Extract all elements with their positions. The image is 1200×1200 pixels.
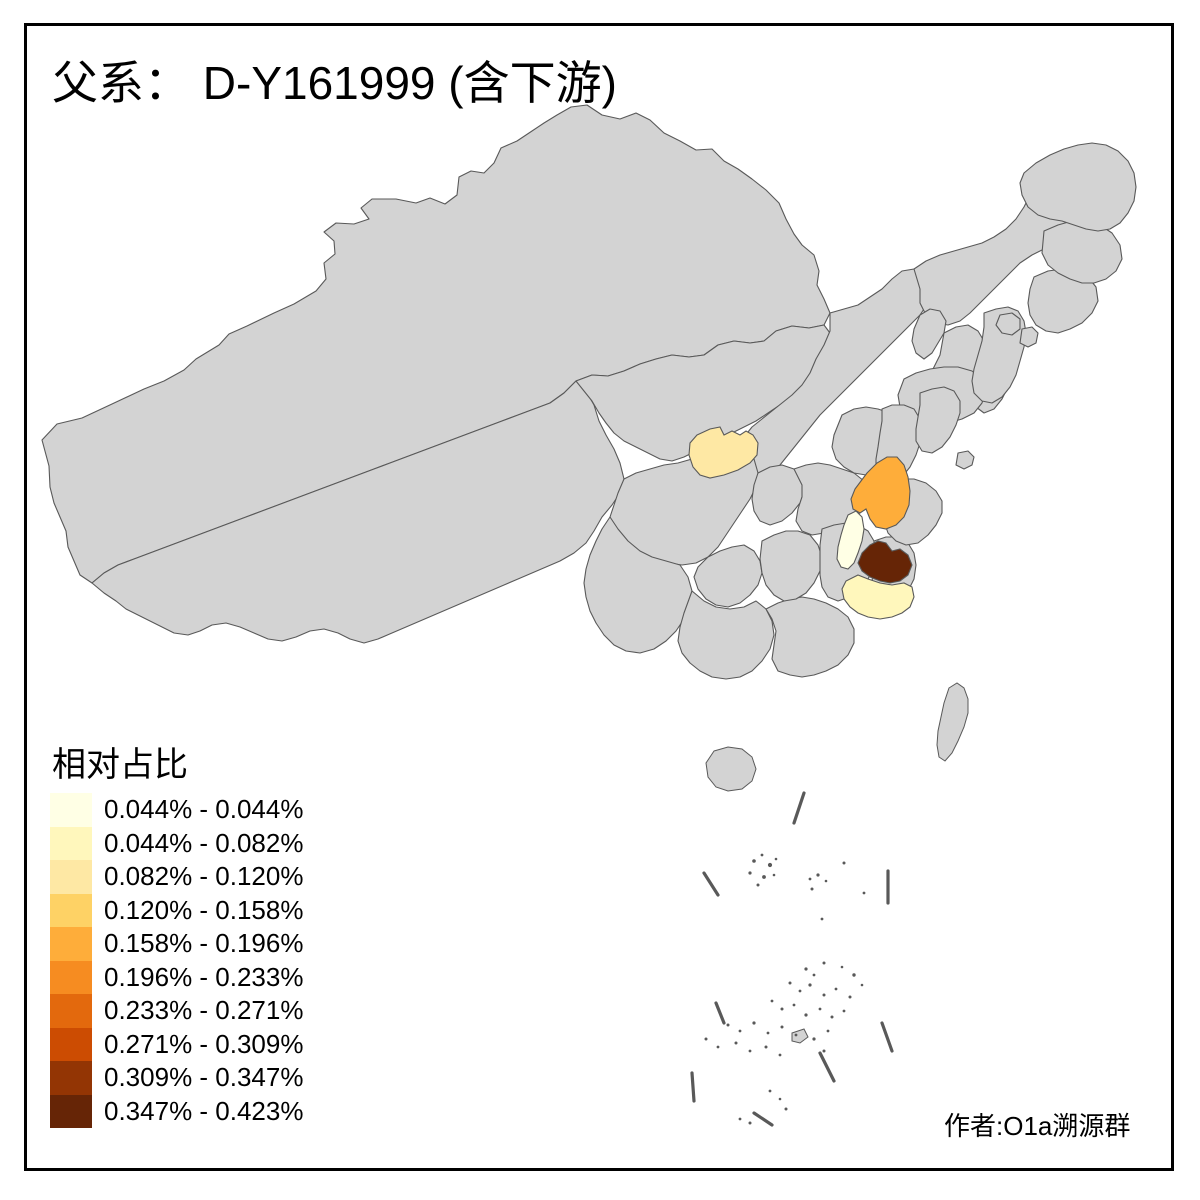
legend-item-label: 0.271% - 0.309% <box>104 1028 304 1059</box>
region-anhui-east <box>836 510 865 570</box>
legend-color-swatch <box>50 826 92 860</box>
highlighted-prefectures[interactable] <box>688 426 915 620</box>
legend-color-swatch <box>50 793 92 827</box>
prefecture-jiangsu <box>915 386 961 454</box>
region-zhejiang-south <box>841 574 915 620</box>
prefecture-ningxia <box>911 308 947 360</box>
legend-item: 0.044% - 0.044% <box>50 793 380 827</box>
prefecture-beijing <box>995 312 1021 336</box>
prefecture-guangdong <box>765 596 855 678</box>
legend-item: 0.271% - 0.309% <box>50 1027 380 1061</box>
region-jiangsu-north <box>850 456 911 530</box>
legend-item-label: 0.158% - 0.196% <box>104 928 304 958</box>
legend-color-swatch <box>50 994 92 1028</box>
legend-color-swatch <box>50 893 92 927</box>
legend-item-label: 0.044% - 0.044% <box>104 794 304 824</box>
prefecture-chongqing <box>751 464 805 526</box>
mainland-prefectures <box>41 104 1137 792</box>
legend-item: 0.044% - 0.082% <box>50 826 380 860</box>
china-map-svg[interactable]: .p { fill: #d3d3d3; stroke: #595959; str… <box>24 23 1174 1171</box>
legend-item-label: 0.347% - 0.423% <box>104 1095 304 1126</box>
legend-item-label: 0.120% - 0.158% <box>104 894 304 925</box>
island-taiwan <box>936 682 969 762</box>
region-shaanxi-north <box>688 426 759 479</box>
legend-color-swatch <box>50 960 92 994</box>
legend-item-label: 0.044% - 0.082% <box>104 827 304 858</box>
prefecture-hunan <box>759 530 823 602</box>
prefecture-yunnan <box>583 516 693 654</box>
legend-item: 0.196% - 0.233% <box>50 960 380 994</box>
legend-item: 0.233% - 0.271% <box>50 994 380 1028</box>
legend-color-swatch <box>50 860 92 894</box>
legend-item-label: 0.233% - 0.271% <box>104 995 304 1025</box>
china-map[interactable]: .p { fill: #d3d3d3; stroke: #595959; str… <box>24 23 1174 1171</box>
region-zhejiang-north <box>857 540 913 584</box>
author-credit: 作者:O1a溯源群 <box>944 1111 1131 1141</box>
prefecture-tibet <box>91 380 625 644</box>
prefecture-heilongjiang <box>1019 142 1137 232</box>
legend-color-swatch <box>50 1027 92 1061</box>
island-hainan <box>705 746 757 792</box>
legend-color-swatch <box>50 1094 92 1128</box>
legend-item-label: 0.082% - 0.120% <box>104 861 304 891</box>
legend-item: 0.120% - 0.158% <box>50 893 380 927</box>
prefecture-shanghai <box>955 450 975 470</box>
legend: 相对占比 0.044% - 0.044% 0.044% - 0.082% 0.082… <box>50 745 380 1128</box>
prefecture-guizhou <box>693 544 763 608</box>
legend-item-label: 0.309% - 0.347% <box>104 1062 304 1092</box>
page-title: 父系： D-Y161999 (含下游) <box>52 57 617 109</box>
legend-items: 0.044% - 0.044% 0.044% - 0.082% 0.082% - 0… <box>50 793 380 1128</box>
legend-color-swatch <box>50 927 92 961</box>
prefecture-guangxi <box>677 590 775 680</box>
prefecture-tianjin <box>1019 326 1039 348</box>
south-china-sea-features <box>690 791 894 1127</box>
legend-item: 0.082% - 0.120% <box>50 860 380 894</box>
legend-item: 0.309% - 0.347% <box>50 1061 380 1095</box>
legend-title: 相对占比 <box>52 746 188 784</box>
legend-item-label: 0.196% - 0.233% <box>104 961 304 992</box>
legend-color-swatch <box>50 1061 92 1095</box>
legend-item: 0.158% - 0.196% <box>50 927 380 961</box>
legend-item: 0.347% - 0.423% <box>50 1094 380 1128</box>
